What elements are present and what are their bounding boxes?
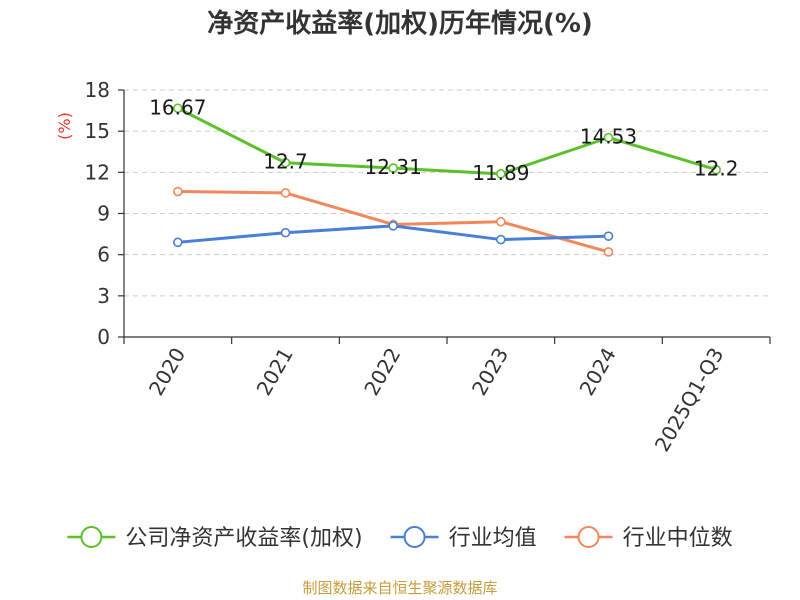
- plot-area: [173, 103, 721, 257]
- data-point: [173, 103, 183, 114]
- data-label: 14.53: [580, 125, 637, 149]
- data-point: [496, 234, 506, 245]
- data-point: [388, 163, 398, 173]
- y-tick-label: 9: [97, 202, 110, 226]
- source-note: 制图数据来自恒生聚源数据库: [302, 579, 497, 597]
- axes: 0 3 6 9 12 15 18 2020 2021 2022 2023 2024 2025Q1-Q3: [85, 78, 771, 456]
- series-line: [176, 106, 718, 176]
- legend-marker: [403, 526, 426, 548]
- x-tick-label: 2020: [144, 344, 190, 400]
- legend-marker: [577, 526, 600, 548]
- legend-label: 行业中位数: [623, 526, 733, 551]
- legend-item[interactable]: 行业均值: [390, 526, 537, 551]
- data-point: [603, 231, 614, 241]
- data-labels: 16.67 12.7 12.31 11.89 14.53 12.2: [149, 95, 738, 185]
- legend-marker: [80, 526, 103, 548]
- y-tick-label: 12: [85, 160, 110, 184]
- x-tick-label: 2021: [252, 344, 298, 400]
- y-tick-label: 15: [85, 119, 110, 143]
- data-point: [280, 188, 291, 198]
- data-point: [496, 169, 506, 179]
- y-tick-label: 6: [97, 243, 110, 267]
- data-point: [388, 221, 398, 231]
- data-point: [603, 247, 614, 257]
- data-point: [496, 216, 506, 227]
- y-tick-label: 3: [97, 284, 110, 308]
- data-point: [280, 157, 291, 168]
- legend-label: 行业均值: [449, 526, 537, 551]
- data-label: 12.2: [694, 157, 739, 181]
- data-point: [173, 186, 183, 197]
- data-point: [173, 237, 183, 248]
- x-tick-label: 2025Q1-Q3: [650, 344, 729, 456]
- y-tick-label: 18: [85, 78, 110, 102]
- series-1: [173, 221, 614, 248]
- data-point: [280, 227, 291, 238]
- data-label: 16.67: [149, 95, 206, 119]
- legend-label: 公司净资产收益率(加权): [125, 526, 362, 551]
- legend: 公司净资产收益率(加权) 行业均值 行业中位数: [67, 526, 733, 551]
- data-point: [711, 164, 721, 175]
- chart-title: 净资产收益率(加权)历年情况(%): [207, 8, 593, 39]
- data-label: 12.7: [263, 150, 308, 174]
- legend-item[interactable]: 行业中位数: [564, 526, 733, 551]
- x-tick-label: 2023: [467, 344, 513, 400]
- series-0: [173, 103, 721, 179]
- data-label: 11.89: [472, 161, 529, 185]
- y-tick-label: 0: [97, 325, 110, 349]
- y-axis-label: (%): [55, 112, 74, 140]
- x-tick-label: 2024: [575, 344, 621, 400]
- x-tick-label: 2022: [359, 344, 405, 400]
- legend-item[interactable]: 公司净资产收益率(加权): [67, 526, 363, 551]
- data-label: 12.31: [365, 155, 422, 179]
- data-point: [603, 132, 614, 143]
